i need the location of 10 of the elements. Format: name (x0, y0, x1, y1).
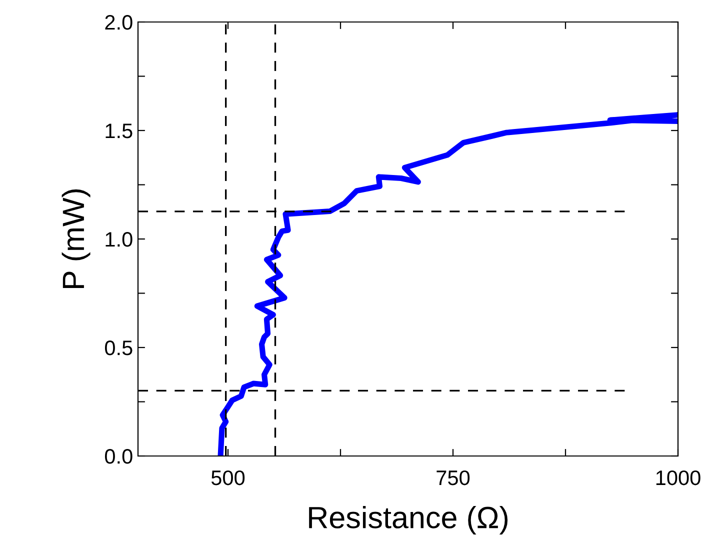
y-tick-label: 1.5 (106, 124, 132, 138)
x-tick-label: 750 (436, 470, 470, 486)
y-tick-label: 0.0 (104, 449, 132, 464)
y-tick-label: 2.0 (105, 15, 132, 30)
x-tick-label: 1000 (656, 470, 700, 486)
x-tick-label: 500 (211, 470, 245, 486)
x-axis-title: Resistance (Ω) (309, 506, 508, 534)
y-axis-title: P (mW) (62, 189, 90, 288)
y-tick-label: 0.5 (104, 340, 132, 356)
y-tick-label: 1.0 (106, 232, 132, 247)
